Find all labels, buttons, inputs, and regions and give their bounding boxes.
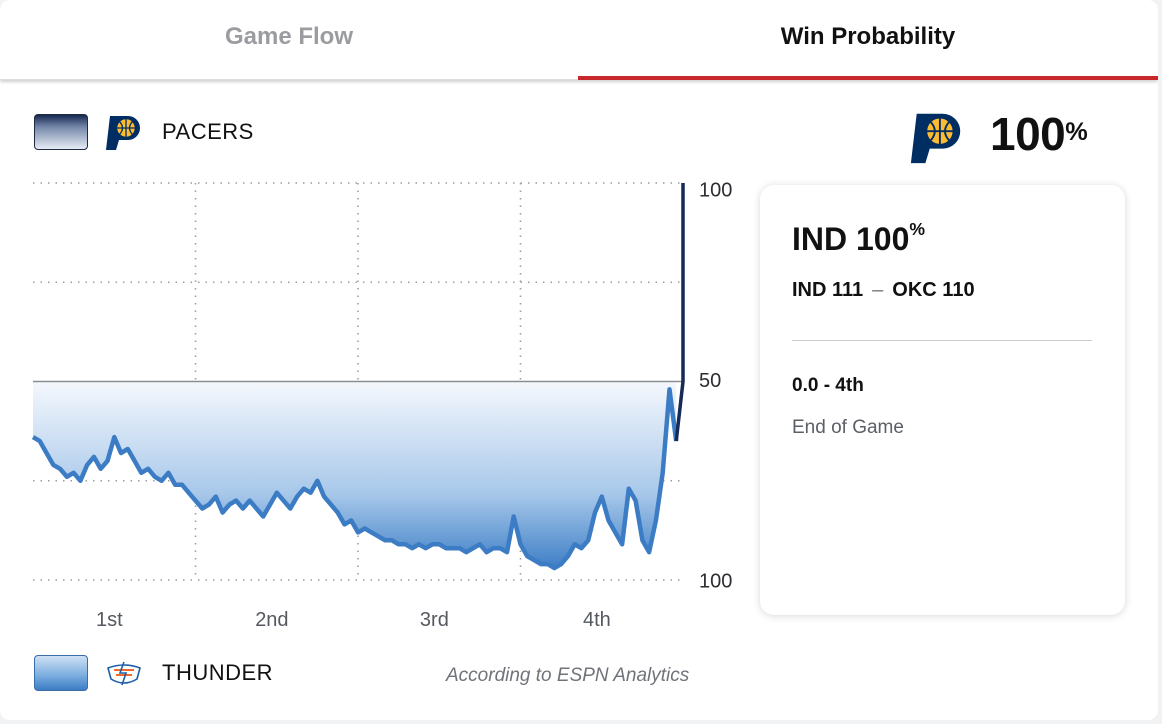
legend-thunder-label: THUNDER — [162, 660, 274, 685]
x-tick-labels: 1st 2nd 3rd 4th — [96, 609, 611, 631]
game-info-card: IND 100% IND 111 – OKC 110 0.0 - 4th End… — [760, 185, 1125, 615]
home-score: IND 111 — [792, 279, 864, 301]
thunder-logo-icon — [107, 661, 141, 686]
current-value-unit: % — [1065, 118, 1088, 146]
current-win-probability: 100% — [906, 108, 1088, 166]
info-title: IND 100% — [792, 219, 926, 258]
legend-thunder: THUNDER — [34, 653, 273, 693]
game-status: End of Game — [792, 417, 904, 438]
y-tick-label: 50 — [699, 370, 721, 392]
win-probability-chart: 100 50 100 1st 2nd 3rd 4th — [31, 179, 732, 631]
y-tick-labels: 100 50 100 — [699, 179, 732, 592]
legend-pacers-label: PACERS — [162, 119, 254, 144]
current-probability-value: 100% — [990, 108, 1088, 160]
series-line-final-spike — [674, 183, 685, 442]
pacers-color-swatch — [34, 114, 88, 150]
tab-bar: Game Flow Win Probability — [0, 0, 1158, 80]
score-dash: – — [872, 279, 884, 301]
game-clock: 0.0 - 4th — [792, 375, 864, 396]
thunder-color-swatch — [34, 655, 88, 691]
info-probability: 100 — [856, 221, 910, 257]
y-tick-label: 100 — [699, 570, 732, 592]
info-team: IND — [792, 221, 848, 257]
x-tick-label: 4th — [583, 609, 611, 631]
x-tick-label: 1st — [96, 609, 123, 631]
tab-game-flow[interactable]: Game Flow — [224, 23, 354, 50]
tab-win-probability[interactable]: Win Probability — [578, 0, 1158, 80]
score-line: IND 111 – OKC 110 — [792, 279, 975, 302]
pacers-logo-icon — [106, 116, 140, 150]
info-probability-unit: % — [909, 219, 926, 239]
x-tick-label: 3rd — [420, 609, 449, 631]
away-score: OKC 110 — [892, 279, 975, 301]
x-tick-label: 2nd — [255, 609, 288, 631]
legend-pacers: PACERS — [34, 112, 254, 152]
current-value-number: 100 — [990, 108, 1066, 160]
pacers-logo-icon — [910, 113, 961, 164]
attribution-note: According to ESPN Analytics — [446, 665, 690, 686]
series-line-pacers — [31, 387, 679, 571]
y-tick-label: 100 — [699, 179, 732, 201]
thunder-area — [33, 381, 677, 569]
info-divider — [792, 340, 1092, 341]
